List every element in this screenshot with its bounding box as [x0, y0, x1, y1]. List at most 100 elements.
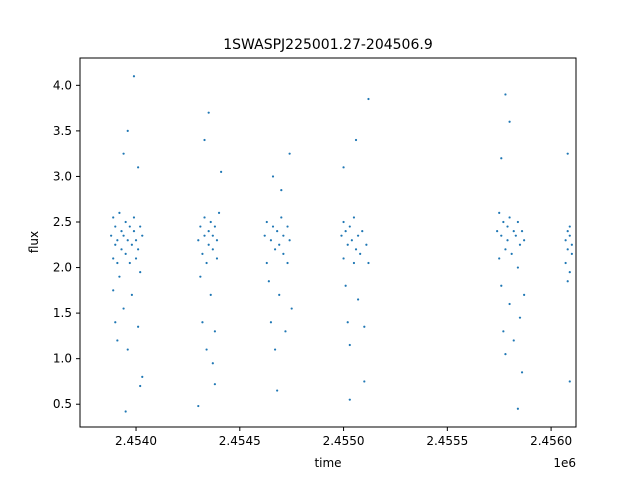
data-point [120, 230, 123, 233]
data-point [137, 325, 140, 328]
data-point [201, 252, 204, 255]
data-point [205, 261, 208, 265]
data-point [199, 225, 202, 228]
y-tick-label: 0.5 [53, 397, 72, 411]
data-point [506, 239, 509, 242]
data-point [348, 343, 351, 347]
data-point [506, 225, 509, 228]
data-point [518, 316, 522, 319]
data-point [361, 230, 364, 233]
data-point [124, 252, 127, 255]
data-point [496, 230, 499, 233]
data-point [203, 234, 206, 237]
data-point [354, 248, 358, 251]
data-point [139, 225, 142, 228]
data-points [110, 75, 573, 413]
data-point [269, 321, 273, 324]
data-point [523, 239, 526, 242]
data-point [122, 307, 125, 310]
data-point [112, 289, 115, 292]
data-point [352, 216, 356, 219]
data-point [516, 266, 519, 269]
data-point [213, 383, 216, 386]
data-point [344, 284, 347, 287]
data-point [134, 257, 138, 260]
data-point [566, 230, 569, 233]
data-point [128, 225, 131, 228]
data-point [500, 157, 503, 160]
data-point [564, 239, 567, 242]
data-point [570, 243, 573, 246]
data-point [116, 261, 119, 265]
data-point [512, 339, 515, 342]
data-point [205, 348, 208, 351]
data-point [267, 280, 270, 283]
data-point [112, 216, 115, 219]
data-point [207, 230, 210, 233]
data-point [215, 239, 219, 242]
data-point [110, 234, 113, 237]
data-point [139, 384, 142, 388]
data-point [508, 216, 511, 219]
data-point [352, 261, 356, 265]
data-point [566, 248, 569, 251]
data-point [354, 138, 358, 142]
data-point [124, 220, 127, 224]
data-point [363, 380, 366, 383]
data-point [130, 243, 133, 246]
data-point [139, 271, 142, 274]
data-point [568, 225, 571, 228]
data-point [359, 252, 362, 255]
data-point [207, 243, 210, 246]
data-point [211, 248, 214, 251]
data-point [508, 120, 511, 123]
data-point [564, 261, 567, 265]
data-point [290, 307, 293, 310]
data-point [356, 234, 360, 237]
data-point [286, 225, 289, 228]
data-point [512, 230, 515, 233]
data-point [514, 234, 517, 237]
data-point [126, 348, 129, 351]
data-point [504, 353, 507, 356]
data-point [566, 152, 569, 155]
data-point [278, 243, 281, 246]
data-point [520, 230, 524, 233]
data-point [114, 321, 117, 324]
data-point [367, 261, 370, 265]
data-point [220, 170, 223, 173]
data-point [141, 234, 144, 237]
y-tick-label: 3.5 [53, 124, 72, 138]
data-point [570, 252, 573, 255]
data-point [132, 216, 136, 219]
data-point [340, 234, 343, 237]
data-point [269, 239, 273, 242]
data-point [118, 275, 121, 278]
data-point [265, 220, 268, 224]
data-point [128, 261, 131, 265]
data-point [211, 234, 214, 237]
data-point [284, 330, 287, 333]
data-point [346, 243, 349, 246]
y-tick-label: 2.0 [53, 261, 72, 275]
data-point [363, 325, 366, 328]
data-point [263, 234, 266, 237]
data-point [217, 211, 221, 214]
data-point [197, 239, 200, 242]
data-point [346, 321, 349, 324]
data-point [500, 284, 503, 287]
data-point [504, 93, 507, 96]
data-point [288, 239, 291, 242]
data-point [130, 293, 133, 296]
data-point [568, 380, 571, 383]
data-point [141, 375, 144, 378]
data-point [282, 234, 285, 237]
data-point [201, 321, 204, 324]
data-point [504, 248, 507, 251]
y-axis-label: flux [27, 231, 41, 253]
data-point [118, 211, 121, 214]
data-point [197, 404, 200, 408]
data-point [132, 75, 136, 78]
data-point [126, 239, 129, 242]
